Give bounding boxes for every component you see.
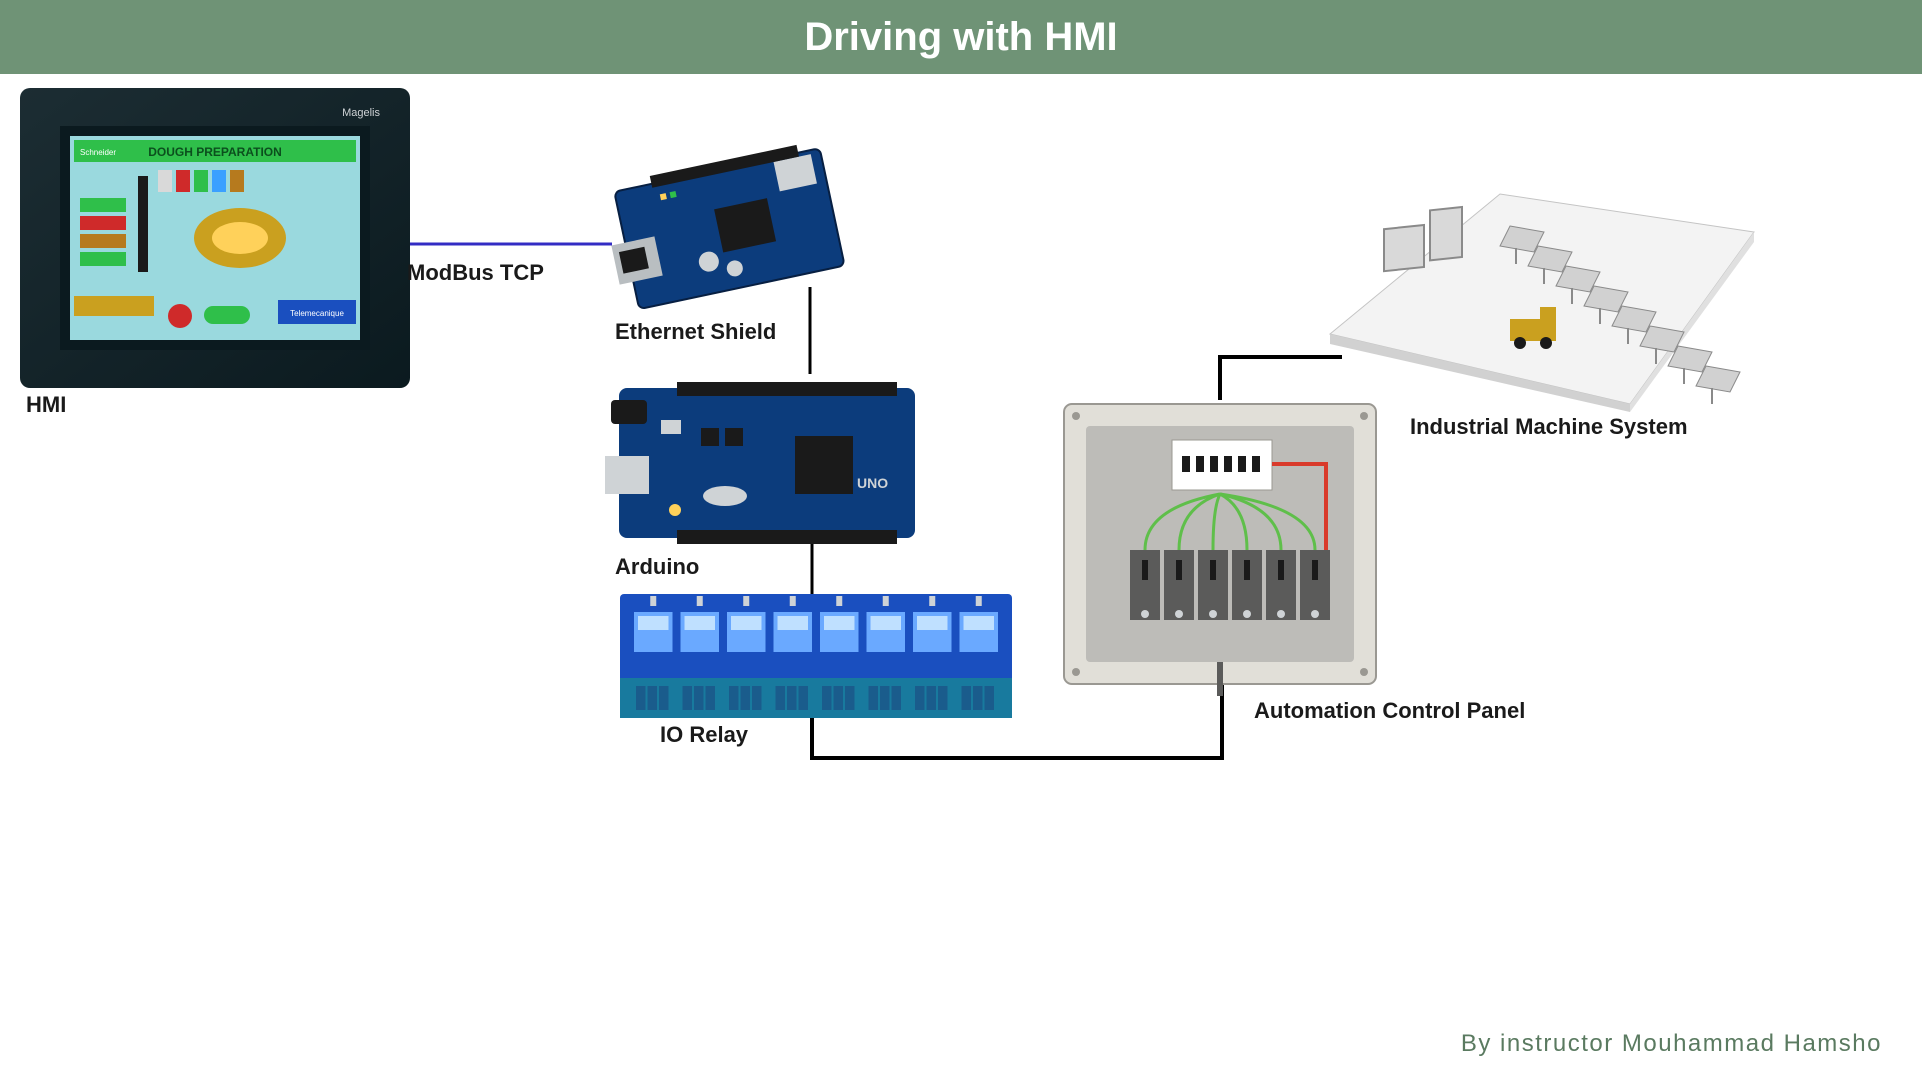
hmi-panel-icon: DOUGH PREPARATION Schneider Teleme: [20, 88, 410, 388]
ethernet-shield-label: Ethernet Shield: [615, 319, 776, 345]
svg-text:DOUGH PREPARATION: DOUGH PREPARATION: [148, 145, 282, 159]
machine-label: Industrial Machine System: [1410, 414, 1688, 440]
svg-text:Magelis: Magelis: [342, 107, 380, 119]
svg-text:Schneider: Schneider: [80, 148, 116, 157]
title-bar: Driving with HMI: [0, 0, 1922, 74]
footer-credit: By instructor Mouhammad Hamsho: [1461, 1030, 1882, 1058]
control-panel-label: Automation Control Panel: [1254, 698, 1525, 724]
arduino-label: Arduino: [615, 554, 699, 580]
io-relay-board-icon: [620, 594, 1012, 718]
control-panel-icon: [1060, 400, 1380, 700]
arduino-board-icon: UNO: [605, 370, 927, 556]
io-relay-label: IO Relay: [660, 722, 748, 748]
industrial-machine-icon: [1300, 154, 1764, 414]
svg-text:Telemecanique: Telemecanique: [290, 309, 344, 318]
ethernet-shield-icon: [605, 129, 850, 315]
diagram-stage: DOUGH PREPARATION Schneider Teleme: [0, 74, 1922, 1080]
modbus-label: ModBus TCP: [407, 260, 544, 286]
svg-text:UNO: UNO: [857, 475, 888, 491]
page-title: Driving with HMI: [804, 15, 1117, 60]
hmi-label: HMI: [26, 392, 66, 418]
